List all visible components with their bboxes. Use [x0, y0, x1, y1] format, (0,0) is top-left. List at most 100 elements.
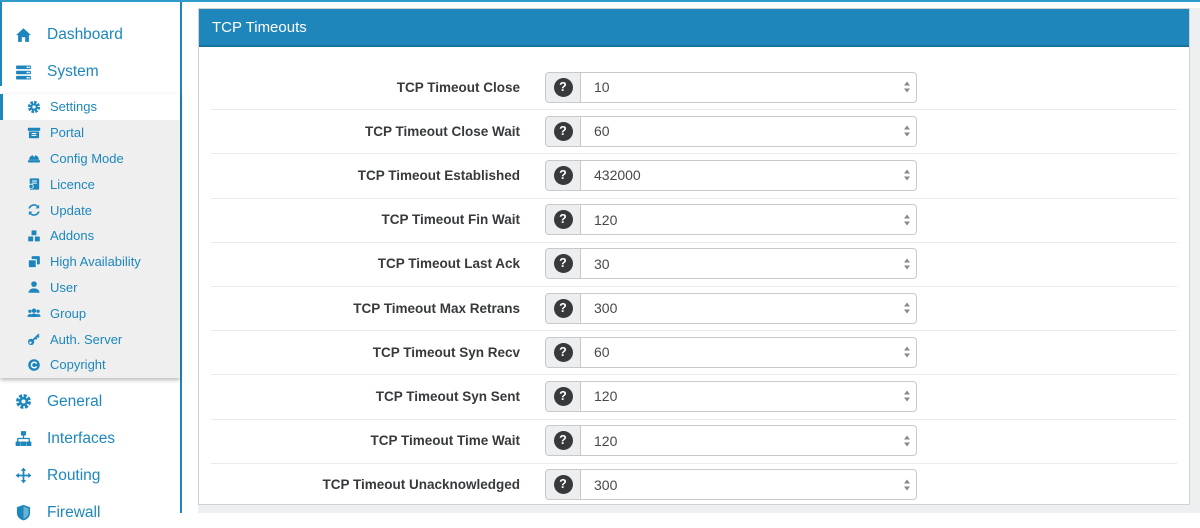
sidebar-item-system[interactable]: System	[0, 57, 180, 87]
number-field-wrap	[581, 248, 917, 280]
spinner-up-icon[interactable]	[904, 214, 910, 219]
number-spinner[interactable]	[904, 258, 910, 270]
sidebar-item-dashboard[interactable]: Dashboard	[0, 20, 180, 50]
question-circle-icon: ?	[553, 254, 573, 274]
help-button[interactable]: ?	[545, 336, 581, 368]
help-button[interactable]: ?	[545, 71, 581, 103]
number-spinner[interactable]	[904, 479, 910, 491]
spinner-up-icon[interactable]	[904, 435, 910, 440]
archive-icon	[23, 126, 45, 140]
timeout-input[interactable]	[581, 248, 917, 280]
question-circle-icon: ?	[553, 386, 573, 406]
tcp-timeouts-panel: TCP Timeouts TCP Timeout Close ? TCP Tim…	[198, 8, 1190, 505]
submenu-item-licence[interactable]: Licence	[0, 171, 180, 197]
hardhat-icon	[23, 151, 45, 165]
settings-form: TCP Timeout Close ? TCP Timeout Close Wa…	[199, 47, 1189, 504]
spinner-up-icon[interactable]	[904, 125, 910, 130]
help-button[interactable]: ?	[545, 380, 581, 412]
input-group: ?	[545, 71, 917, 103]
spinner-up-icon[interactable]	[904, 258, 910, 263]
submenu-item-auth-server[interactable]: Auth. Server	[0, 326, 180, 352]
sidebar-main-nav: Dashboard System	[0, 2, 180, 87]
timeout-input[interactable]	[581, 159, 917, 191]
spinner-up-icon[interactable]	[904, 346, 910, 351]
help-button[interactable]: ?	[545, 159, 581, 191]
spinner-down-icon[interactable]	[904, 442, 910, 447]
row-label: TCP Timeout Syn Sent	[375, 388, 520, 404]
spinner-down-icon[interactable]	[904, 88, 910, 93]
spinner-up-icon[interactable]	[904, 302, 910, 307]
timeout-input[interactable]	[581, 71, 917, 103]
gear-icon	[8, 393, 38, 410]
number-spinner[interactable]	[904, 390, 910, 402]
timeout-row-tcp-timeout-established: TCP Timeout Established ?	[199, 153, 1189, 197]
submenu-item-copyright[interactable]: Copyright	[0, 352, 180, 378]
gear-icon	[23, 100, 45, 114]
timeout-input[interactable]	[581, 115, 917, 147]
number-field-wrap	[581, 380, 917, 412]
spinner-down-icon[interactable]	[904, 176, 910, 181]
help-button[interactable]: ?	[545, 115, 581, 147]
submenu-item-update[interactable]: Update	[0, 197, 180, 223]
spinner-down-icon[interactable]	[904, 397, 910, 402]
spinner-up-icon[interactable]	[904, 479, 910, 484]
input-group: ?	[545, 425, 917, 457]
timeout-input[interactable]	[581, 469, 917, 501]
help-button[interactable]: ?	[545, 425, 581, 457]
help-button[interactable]: ?	[545, 292, 581, 324]
submenu-item-addons[interactable]: Addons	[0, 223, 180, 249]
timeout-input[interactable]	[581, 425, 917, 457]
spinner-down-icon[interactable]	[904, 309, 910, 314]
submenu-item-group[interactable]: Group	[0, 300, 180, 326]
spinner-down-icon[interactable]	[904, 353, 910, 358]
help-button[interactable]: ?	[545, 469, 581, 501]
submenu-item-user[interactable]: User	[0, 275, 180, 301]
number-spinner[interactable]	[904, 302, 910, 314]
top-accent-line	[0, 0, 1200, 2]
timeout-input[interactable]	[581, 204, 917, 236]
submenu-item-label: Licence	[50, 176, 95, 192]
help-button[interactable]: ?	[545, 204, 581, 236]
number-spinner[interactable]	[904, 435, 910, 447]
sidebar-item-general[interactable]: General	[0, 387, 180, 417]
number-spinner[interactable]	[904, 125, 910, 137]
number-field-wrap	[581, 204, 917, 236]
number-spinner[interactable]	[904, 81, 910, 93]
cubes-icon	[23, 229, 45, 243]
spinner-up-icon[interactable]	[904, 390, 910, 395]
timeout-input[interactable]	[581, 292, 917, 324]
number-spinner[interactable]	[904, 346, 910, 358]
spinner-up-icon[interactable]	[904, 81, 910, 86]
input-group: ?	[545, 380, 917, 412]
question-circle-icon: ?	[553, 165, 573, 185]
input-group: ?	[545, 336, 917, 368]
spinner-down-icon[interactable]	[904, 265, 910, 270]
question-circle-icon: ?	[553, 475, 573, 495]
timeout-row-tcp-timeout-unacknowledged: TCP Timeout Unacknowledged ?	[199, 462, 1189, 504]
spinner-down-icon[interactable]	[904, 486, 910, 491]
number-field-wrap	[581, 115, 917, 147]
timeout-input[interactable]	[581, 380, 917, 412]
submenu-item-config-mode[interactable]: Config Mode	[0, 146, 180, 172]
number-field-wrap	[581, 336, 917, 368]
spinner-down-icon[interactable]	[904, 221, 910, 226]
group-icon	[23, 306, 45, 320]
panel-title: TCP Timeouts	[212, 18, 307, 36]
sidebar-item-routing[interactable]: Routing	[0, 461, 180, 491]
submenu-item-high-availability[interactable]: High Availability	[0, 249, 180, 275]
timeout-row-tcp-timeout-close: TCP Timeout Close ?	[199, 65, 1189, 109]
sidebar-secondary-nav: General Interfaces Routing Firewall	[0, 387, 180, 528]
timeout-input[interactable]	[581, 336, 917, 368]
submenu-item-label: High Availability	[50, 254, 141, 270]
number-spinner[interactable]	[904, 214, 910, 226]
number-field-wrap	[581, 71, 917, 103]
spinner-down-icon[interactable]	[904, 132, 910, 137]
submenu-item-portal[interactable]: Portal	[0, 120, 180, 146]
licence-icon	[23, 177, 45, 191]
help-button[interactable]: ?	[545, 248, 581, 280]
spinner-up-icon[interactable]	[904, 169, 910, 174]
submenu-item-settings[interactable]: Settings	[0, 94, 180, 120]
number-spinner[interactable]	[904, 169, 910, 181]
timeout-row-tcp-timeout-fin-wait: TCP Timeout Fin Wait ?	[199, 197, 1189, 242]
sidebar-item-interfaces[interactable]: Interfaces	[0, 424, 180, 454]
